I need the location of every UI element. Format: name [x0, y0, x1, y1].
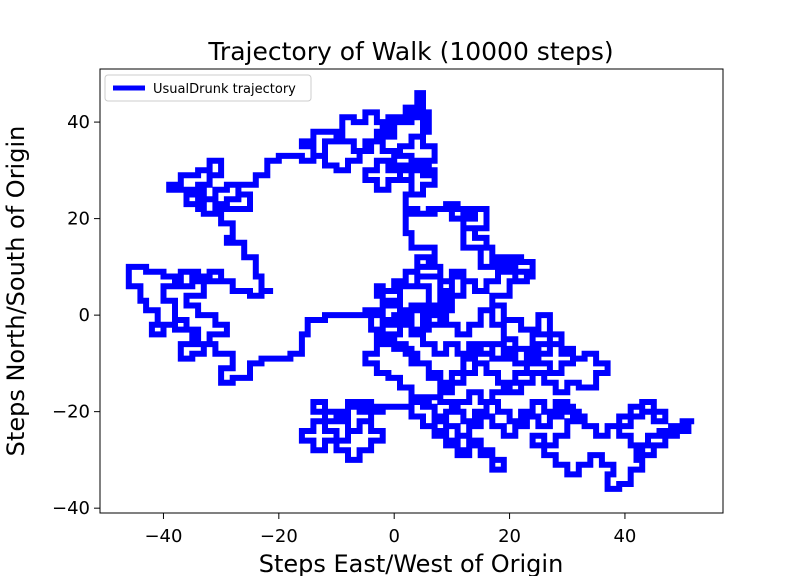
legend-box: [104, 74, 312, 102]
ticks-layer: −40 −20 0 20 40 −40 −20 0 20 40: [52, 112, 636, 547]
x-axis-title: Steps East/West of Origin: [259, 550, 564, 576]
y-tick-label: −40: [52, 498, 90, 519]
y-tick-label: −20: [52, 402, 90, 423]
x-tick-label: 0: [388, 526, 399, 547]
x-tick-label: 20: [498, 526, 521, 547]
x-tick-label: 40: [613, 526, 636, 547]
legend: UsualDrunk trajectory: [104, 74, 312, 102]
x-tick-label: −20: [260, 526, 298, 547]
legend-label: UsualDrunk trajectory: [153, 82, 296, 97]
x-tick-label: −40: [144, 526, 182, 547]
y-tick-label: 20: [67, 209, 90, 230]
series-line-0: [125, 90, 695, 492]
data-layer: [125, 90, 695, 492]
chart-title: Trajectory of Walk (10000 steps): [207, 37, 613, 66]
y-axis-title: Steps North/South of Origin: [2, 126, 30, 457]
y-tick-label: 0: [79, 305, 90, 326]
plot-frame: [99, 68, 724, 514]
y-tick-label: 40: [67, 112, 90, 133]
